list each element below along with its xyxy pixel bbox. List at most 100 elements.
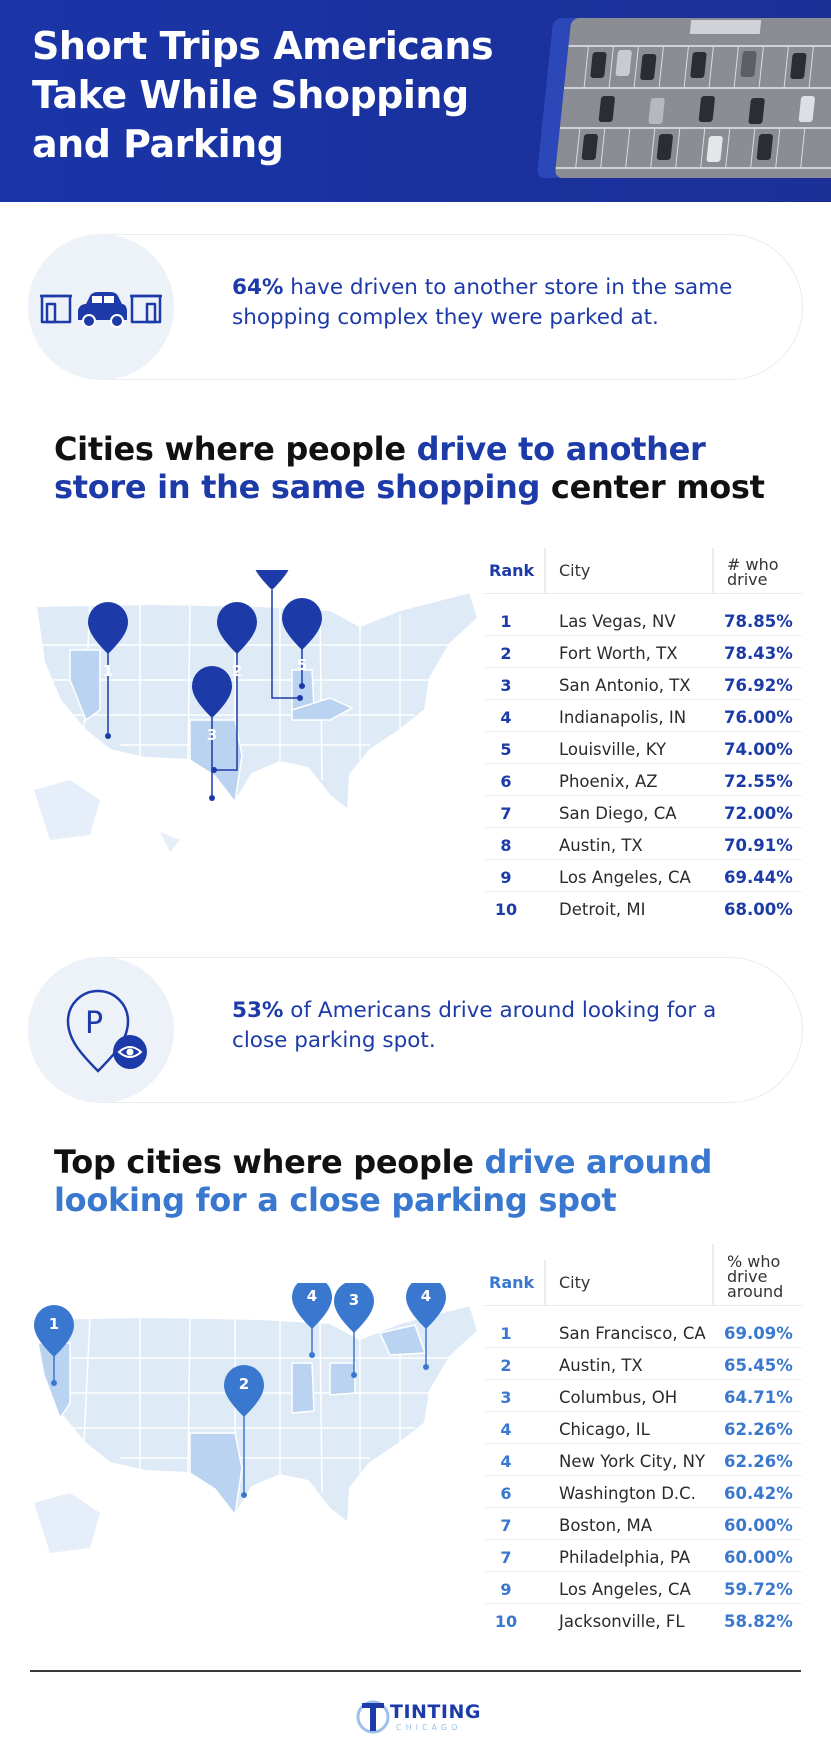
stat-card-stores: 64% have driven to another store in the … (28, 234, 803, 380)
title-highlight: drive to another store in the same shopp… (54, 430, 706, 506)
header-divider (544, 1260, 546, 1305)
stat-icon-circle (28, 234, 174, 380)
map-pin-label: 2 (231, 662, 243, 680)
row-value: 64.71% (724, 1388, 793, 1407)
map-pin-label: 3 (348, 1291, 360, 1309)
map-pin-label: 3 (206, 726, 218, 744)
map-pin-label: 1 (102, 662, 114, 680)
header-rank: Rank (489, 561, 535, 580)
row-city: Louisville, KY (559, 740, 667, 759)
row-value: 78.85% (724, 612, 793, 631)
row-city: Detroit, MI (559, 900, 646, 919)
header-city: City (559, 561, 591, 580)
stat-highlight: 64% (232, 275, 284, 300)
table-header: Rank City % who drive around (484, 1244, 802, 1306)
table-row: 9 Los Angeles, CA 59.72% (484, 1572, 802, 1604)
section-title-parking: Top cities where people drive around loo… (54, 1143, 774, 1219)
stat-card-parking: P 53% of Americans drive around looking … (28, 957, 803, 1103)
title-highlight: drive around looking for a close parking… (54, 1143, 713, 1219)
row-city: Los Angeles, CA (559, 1580, 691, 1599)
table-row: 1 Las Vegas, NV 78.85% (484, 604, 802, 636)
row-rank: 6 (500, 1484, 512, 1503)
row-value: 72.55% (724, 772, 793, 791)
table-row: 7 Philadelphia, PA 60.00% (484, 1540, 802, 1572)
row-city: Boston, MA (559, 1516, 653, 1535)
row-value: 69.09% (724, 1324, 793, 1343)
row-city: Philadelphia, PA (559, 1548, 691, 1567)
row-rank: 7 (500, 1516, 512, 1535)
map-pin-label: 1 (48, 1315, 60, 1333)
row-value: 59.72% (724, 1580, 793, 1599)
row-rank: 1 (500, 612, 512, 631)
row-rank: 7 (500, 1548, 512, 1567)
row-rank: 7 (500, 804, 512, 823)
table-parking: Rank City % who drive around 1 San Franci… (484, 1244, 802, 1636)
stat-text: 64% have driven to another store in the … (232, 273, 752, 333)
table-row: 3 Columbus, OH 64.71% (484, 1380, 802, 1412)
row-value: 68.00% (724, 900, 793, 919)
us-map-stores: 1 2 3 4 5 (30, 538, 480, 900)
table-row: 10 Jacksonville, FL 58.82% (484, 1604, 802, 1636)
map-pin-label: 4 (306, 1287, 318, 1305)
header-divider (712, 1244, 714, 1305)
row-rank: 10 (494, 1612, 518, 1631)
row-city: Austin, TX (559, 836, 643, 855)
title-part: Cities where people (54, 430, 417, 468)
header-city: City (559, 1273, 591, 1292)
table-row: 1 San Francisco, CA 69.09% (484, 1316, 802, 1348)
header-rank: Rank (489, 1273, 535, 1292)
table-row: 5 Louisville, KY 74.00% (484, 732, 802, 764)
row-value: 76.92% (724, 676, 793, 695)
row-city: New York City, NY (559, 1452, 706, 1471)
map-pin-label: 5 (296, 656, 308, 674)
row-rank: 9 (500, 868, 512, 887)
tinting-chicago-logo-icon (356, 1700, 390, 1734)
table-row: 8 Austin, TX 70.91% (484, 828, 802, 860)
row-value: 76.00% (724, 708, 793, 727)
brand-logo[interactable]: TINTING CHICAGO (356, 1697, 486, 1737)
section-title-stores: Cities where people drive to another sto… (54, 430, 774, 506)
row-rank: 4 (500, 1420, 512, 1439)
row-rank: 5 (500, 740, 512, 759)
table-row: 6 Washington D.C. 60.42% (484, 1476, 802, 1508)
table-row: 4 Indianapolis, IN 76.00% (484, 700, 802, 732)
row-value: 78.43% (724, 644, 793, 663)
row-rank: 3 (500, 676, 512, 695)
table-row: 7 San Diego, CA 72.00% (484, 796, 802, 828)
row-city: San Antonio, TX (559, 676, 691, 695)
row-value: 62.26% (724, 1452, 793, 1471)
table-header: Rank City # who drive (484, 548, 802, 594)
header-divider (544, 548, 546, 593)
map-pin-label: 2 (238, 1375, 250, 1393)
row-rank: 3 (500, 1388, 512, 1407)
map-pin (88, 602, 128, 654)
table-row: 2 Austin, TX 65.45% (484, 1348, 802, 1380)
brand-sub: CHICAGO (396, 1723, 462, 1732)
row-value: 65.45% (724, 1356, 793, 1375)
table-row: 10 Detroit, MI 68.00% (484, 892, 802, 924)
stat-text: 53% of Americans drive around looking fo… (232, 996, 752, 1056)
title-part: center most (540, 468, 765, 506)
header-value: % who drive around (727, 1252, 784, 1301)
row-city: Los Angeles, CA (559, 868, 691, 887)
row-city: Chicago, IL (559, 1420, 650, 1439)
row-city: Jacksonville, FL (559, 1612, 685, 1631)
row-value: 74.00% (724, 740, 793, 759)
title-part: Top cities where people (54, 1143, 485, 1181)
row-value: 58.82% (724, 1612, 793, 1631)
row-city: Washington D.C. (559, 1484, 696, 1503)
row-value: 62.26% (724, 1420, 793, 1439)
stat-body: have driven to another store in the same… (232, 275, 733, 330)
row-rank: 8 (500, 836, 512, 855)
parking-lot-photo (554, 18, 831, 178)
row-rank: 2 (500, 1356, 512, 1375)
table-row: 7 Boston, MA 60.00% (484, 1508, 802, 1540)
row-value: 69.44% (724, 868, 793, 887)
row-value: 70.91% (724, 836, 793, 855)
stat-icon-circle: P (28, 957, 174, 1103)
table-row: 9 Los Angeles, CA 69.44% (484, 860, 802, 892)
row-value: 72.00% (724, 804, 793, 823)
row-rank: 10 (494, 900, 518, 919)
row-value: 60.00% (724, 1516, 793, 1535)
header-banner: Short Trips Americans Take While Shoppin… (0, 0, 831, 202)
